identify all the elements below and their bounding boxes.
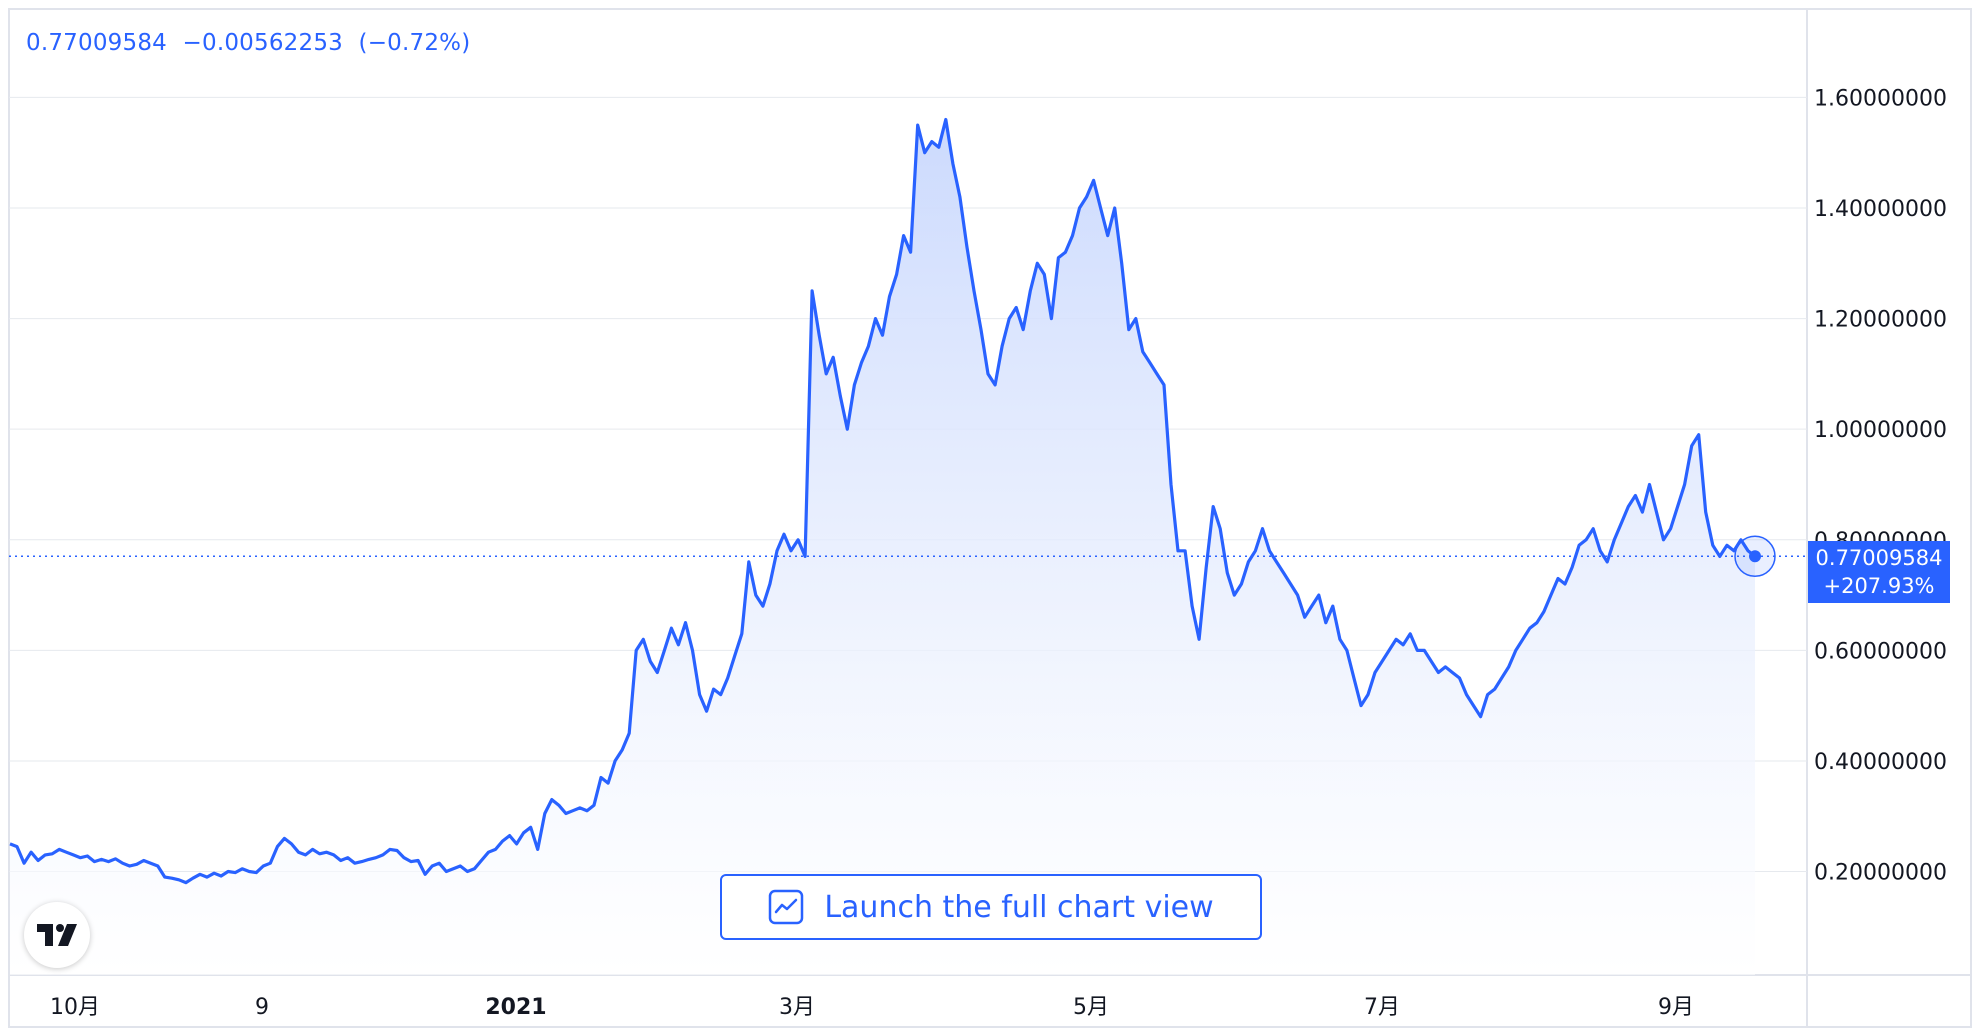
x-tick-label: 3月 xyxy=(779,995,815,1020)
y-tick-label: 0.20000000 xyxy=(1814,861,1947,886)
x-tick-label: 5月 xyxy=(1073,995,1109,1020)
price-axis[interactable]: 1.60000000 1.40000000 1.20000000 1.00000000… xyxy=(1814,86,1947,885)
y-tick-label: 0.60000000 xyxy=(1814,639,1947,664)
y-tick-label: 1.20000000 xyxy=(1814,308,1947,333)
last-price-value: 0.77009584 xyxy=(1815,546,1943,571)
y-tick-label: 1.60000000 xyxy=(1814,86,1947,111)
chart-border xyxy=(8,8,1972,1028)
last-price-pct: +207.93% xyxy=(1823,574,1935,599)
y-tick-label: 1.00000000 xyxy=(1814,418,1947,443)
last-point-marker xyxy=(1734,535,1776,578)
area-fill xyxy=(10,119,1755,975)
time-axis[interactable]: 10月 9 2021 3月 5月 7月 9月 xyxy=(50,995,1694,1020)
x-tick-label: 9月 xyxy=(1658,995,1694,1020)
last-price-label: 0.77009584 +207.93% xyxy=(1808,541,1950,604)
price-line xyxy=(9,117,1756,885)
x-tick-label: 7月 xyxy=(1364,995,1400,1020)
launch-full-chart-label: Launch the full chart view xyxy=(824,889,1214,925)
x-tick-label: 10月 xyxy=(50,995,100,1020)
tradingview-logo-icon[interactable] xyxy=(24,902,90,968)
chart-line-icon xyxy=(768,889,804,925)
launch-full-chart-button[interactable]: Launch the full chart view xyxy=(720,874,1262,940)
last-point-dot xyxy=(1749,550,1761,563)
legend-change-pct: (−0.72%) xyxy=(358,30,471,56)
chart-legend: 0.77009584 −0.00562253 (−0.72%) xyxy=(26,30,478,56)
legend-last-value: 0.77009584 xyxy=(26,30,168,56)
x-tick-label: 2021 xyxy=(485,995,546,1020)
legend-change: −0.00562253 xyxy=(182,30,344,56)
y-tick-label: 1.40000000 xyxy=(1814,197,1947,222)
y-tick-label: 0.40000000 xyxy=(1814,750,1947,775)
x-tick-label: 9 xyxy=(255,995,269,1020)
